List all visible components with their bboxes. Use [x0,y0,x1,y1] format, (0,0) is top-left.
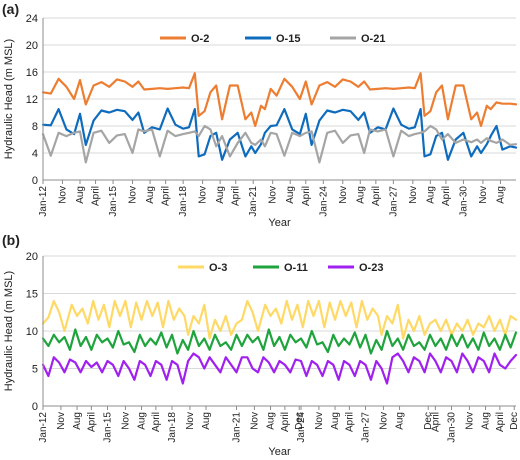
y-tick-label: 12 [26,94,38,106]
x-tick-label: Aug [355,186,366,204]
panel-b-series [41,299,518,385]
x-tick-label: April [495,412,506,432]
panel-a-axes: 0 4 8 12 16 20 24 Jan-12 Nov Aug April Jan-15 Nov Aug… [26,13,516,217]
x-tick-label: Dec [294,412,305,430]
x-tick-label: Dec [423,412,434,430]
y-tick-label: 24 [26,13,38,25]
panel-a-legend: O-2 O-15 O-21 [160,33,385,45]
series-line-O-2 [41,72,518,128]
x-tick-label: Nov [56,412,67,430]
legend-label-O-2: O-2 [191,33,209,45]
x-tick-label: Aug [201,412,212,430]
x-tick-label: Nov [408,186,419,204]
x-tick-label: Aug [330,412,341,430]
y-tick-label: 8 [32,121,38,133]
x-tick-label: Aug [395,412,406,430]
x-tick-label: Aug [72,412,83,430]
y-tick-label: 10 [26,326,38,338]
panel-b-x-axis-label: Year [268,446,291,458]
x-tick-label: April [371,186,382,206]
y-tick-label: 0 [32,401,38,413]
x-tick-label: Jan-30 [458,186,469,217]
x-tick-label: April [301,186,312,206]
panel-a: (a) 0 4 8 12 16 20 24 Jan-12 Nov Aug April Jan-15 No… [2,1,518,229]
x-tick-label: April [344,412,355,432]
panel-a-series [41,72,518,164]
x-tick-label: Jan-18 [178,186,189,217]
x-tick-label: Jan-12 [38,186,49,217]
x-tick-label: Jan-18 [167,412,178,443]
legend-label-O-23: O-23 [359,262,383,274]
x-tick-label: Jan-15 [108,186,119,217]
legend-label-O-11: O-11 [284,262,308,274]
x-tick-label: Nov [198,186,209,204]
x-tick-label: Aug [215,186,226,204]
x-tick-label: Nov [464,412,475,430]
x-tick-label: Aug [285,186,296,204]
panel-b-y-axis-label: Hydraulic Head (m MSL) [3,271,15,391]
x-tick-label: Jan-24 [318,186,329,217]
series-line-O-3 [41,299,518,340]
series-line-O-21 [41,124,518,164]
x-tick-label: Aug [145,186,156,204]
x-tick-label: Jan-30 [447,412,458,443]
legend-label-O-15: O-15 [276,33,300,45]
x-tick-label: Aug [266,412,277,430]
panel-a-grid [43,17,516,181]
x-tick-label: Jan-12 [38,412,49,443]
y-tick-label: 20 [26,251,38,263]
y-tick-label: 15 [26,289,38,301]
y-tick-label: 4 [32,148,38,160]
x-tick-label: Nov [249,412,260,430]
x-tick-label: Nov [478,186,489,204]
x-tick-label: Jan-15 [103,412,114,443]
x-tick-label: Nov [57,186,68,204]
x-tick-label: April [231,186,242,206]
y-tick-label: 5 [32,364,38,376]
x-tick-label: Nov [314,412,325,430]
series-line-O-11 [41,328,518,355]
x-tick-label: Nov [185,412,196,430]
x-tick-label: April [430,412,441,432]
x-tick-label: Aug [495,186,506,204]
x-tick-label: April [151,412,162,432]
x-tick-label: Nov [128,186,139,204]
x-tick-label: Aug [481,412,492,430]
x-tick-label: Jan-21 [232,412,243,443]
series-line-O-15 [41,107,518,161]
legend-label-O-21: O-21 [361,33,385,45]
legend-label-O-3: O-3 [209,262,227,274]
x-tick-label: Aug [425,186,436,204]
panel-b-legend: O-3 O-11 O-23 [178,262,383,274]
x-tick-label: Dec [509,412,520,430]
x-tick-label: Nov [378,412,389,430]
x-tick-label: Nov [120,412,131,430]
panel-a-label: (a) [2,1,19,17]
x-tick-label: Jan-21 [248,186,259,217]
x-tick-label: Nov [338,186,349,204]
x-tick-label: Aug [137,412,148,430]
y-tick-label: 16 [26,67,38,79]
x-tick-label: April [161,186,172,206]
x-tick-label: April [441,186,452,206]
x-tick-label: Jan-27 [361,412,372,443]
panel-b-grid [43,255,516,407]
x-tick-label: April [91,186,102,206]
y-tick-label: 20 [26,40,38,52]
panel-a-x-axis-label: Year [268,217,291,229]
x-tick-label: Aug [75,186,86,204]
x-tick-label: April [280,412,291,432]
panel-b-label: (b) [2,232,20,248]
x-tick-label: April [86,412,97,432]
x-tick-label: Jan-24 [296,412,307,443]
x-tick-label: Jan-27 [388,186,399,217]
y-tick-label: 0 [32,175,38,187]
series-line-O-23 [41,352,518,385]
x-tick-label: Nov [268,186,279,204]
panel-a-y-axis-label: Hydraulic Head (m MSL) [3,39,15,159]
